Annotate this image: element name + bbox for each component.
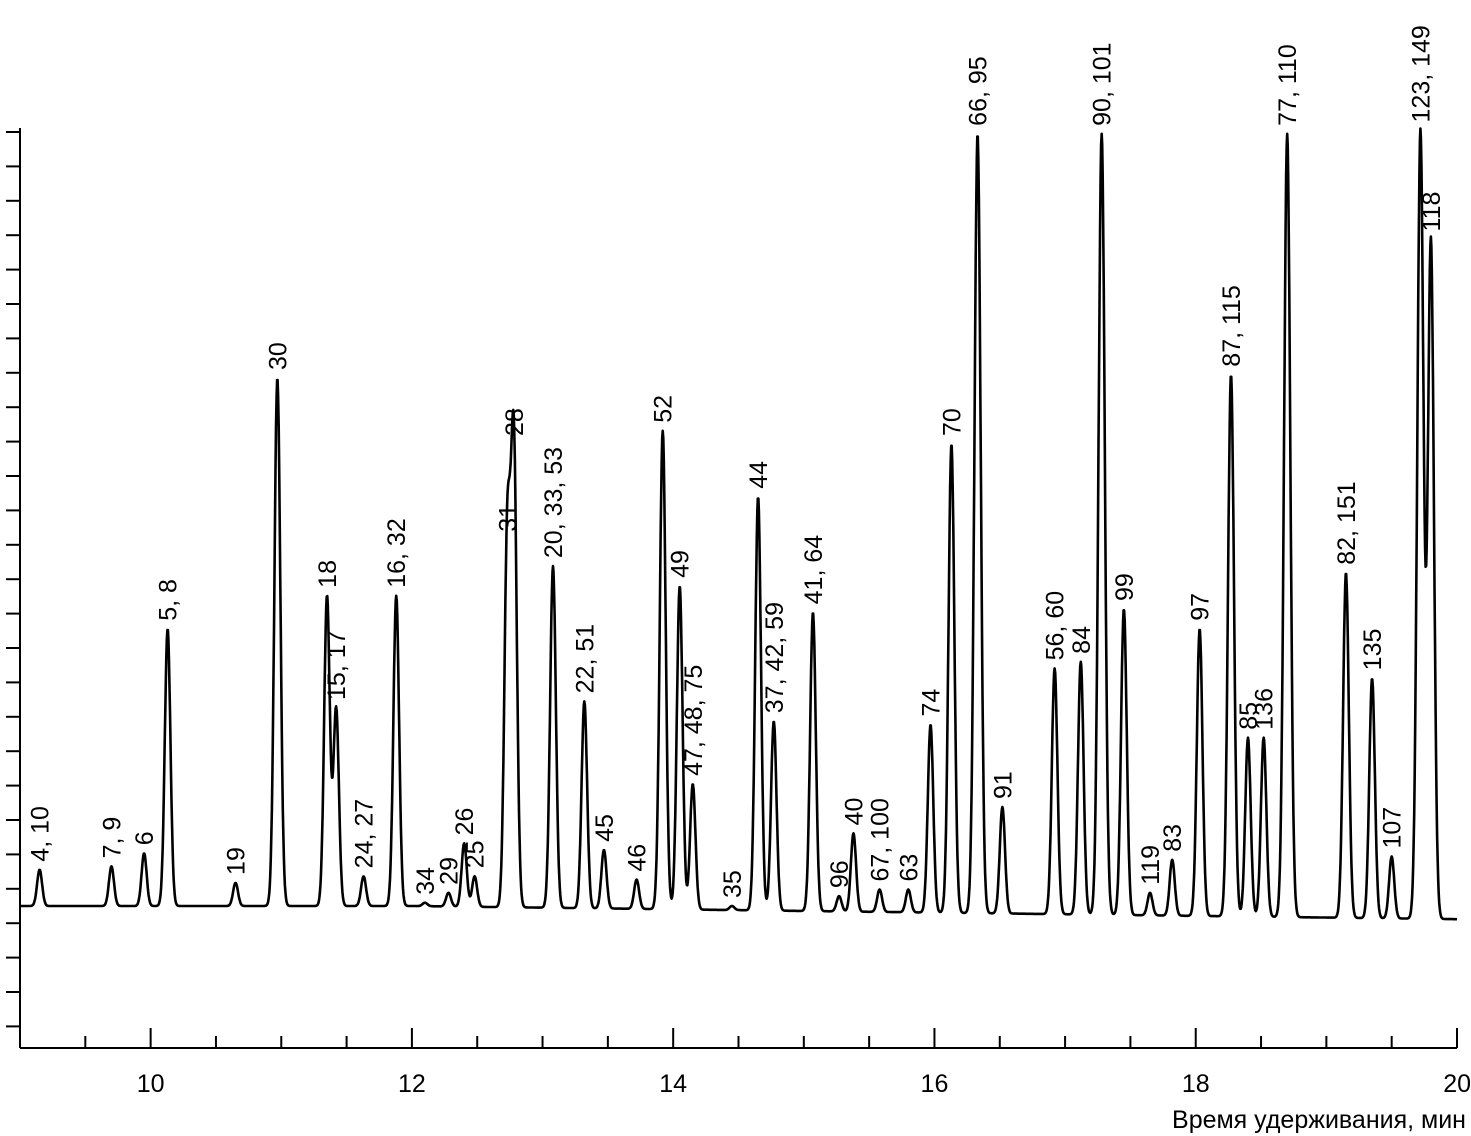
peak-label: 118 [1418, 192, 1446, 232]
peak-label: 34 [412, 867, 440, 895]
x-tick-label: 10 [137, 1070, 165, 1098]
peak-label: 7, 9 [98, 817, 126, 859]
chromatogram-trace [19, 127, 1458, 921]
peak-label: 135 [1359, 629, 1387, 671]
y-ticks [6, 131, 20, 1028]
peak-label: 66, 95 [965, 56, 993, 126]
peak-label: 96 [826, 860, 854, 888]
peak-label: 90, 101 [1089, 42, 1117, 125]
x-tick-label: 20 [1443, 1070, 1471, 1098]
peak-label: 40 [841, 798, 869, 826]
peak-label: 84 [1068, 626, 1096, 654]
peak-label: 47, 48, 75 [680, 665, 708, 776]
peak-label: 87, 115 [1218, 285, 1246, 367]
peak-label: 15, 17 [323, 630, 351, 700]
axes: 10 12 14 16 18 20 [6, 128, 1471, 1098]
peak-label: 37, 42, 59 [761, 602, 789, 713]
peak-labels: 4, 10 7, 9 6 5, 8 19 30 18 15, 17 24, 27 16, 32 34… [27, 25, 1446, 898]
peak-label: 35 [719, 870, 747, 898]
peak-label: 19 [223, 847, 251, 875]
peak-label: 6 [131, 831, 159, 845]
peak-label: 44 [745, 461, 773, 489]
x-tick-label: 16 [921, 1070, 949, 1098]
peak-label: 107 [1379, 807, 1407, 849]
peak-label: 45 [591, 814, 619, 842]
peak-label: 4, 10 [27, 806, 55, 862]
peak-label: 26 [451, 808, 479, 836]
peak-label: 41, 64 [800, 535, 828, 605]
x-tick-label: 12 [398, 1070, 426, 1098]
peak-label: 24, 27 [351, 799, 379, 869]
x-tick-label: 18 [1182, 1070, 1210, 1098]
peak-label: 18 [314, 560, 342, 588]
peak-label: 99 [1111, 573, 1139, 601]
peak-label: 63 [895, 854, 923, 882]
x-tick-label: 14 [659, 1070, 687, 1098]
peak-label: 52 [650, 395, 678, 423]
peak-label: 29 [436, 857, 464, 885]
peak-label: 56, 60 [1042, 591, 1070, 661]
peak-label: 67, 100 [867, 798, 895, 881]
peak-label: 119 [1137, 845, 1165, 885]
peak-label: 97 [1187, 593, 1215, 621]
peak-label: 16, 32 [383, 518, 411, 588]
x-tick-labels: 10 12 14 16 18 20 [137, 1070, 1471, 1098]
peak-label: 77, 110 [1274, 44, 1302, 126]
x-ticks [19, 1028, 1458, 1048]
peak-label: 30 [264, 342, 292, 370]
peak-label: 136 [1251, 688, 1279, 730]
peak-label: 31 [494, 504, 522, 532]
peak-label: 25 [462, 840, 490, 868]
x-axis-title: Время удерживания, мин [1172, 1106, 1466, 1134]
peak-label: 123, 149 [1407, 25, 1435, 122]
peak-label: 20, 33, 53 [540, 447, 568, 558]
peak-label: 82, 151 [1333, 481, 1361, 564]
peak-label: 46 [624, 844, 652, 872]
peak-label: 70 [938, 408, 966, 436]
peak-label: 22, 51 [571, 624, 599, 694]
peak-label: 74 [918, 689, 946, 717]
peak-label: 83 [1159, 824, 1187, 852]
peak-label: 28 [501, 408, 529, 436]
peak-label: 5, 8 [155, 579, 183, 621]
peak-label: 49 [667, 550, 695, 578]
peak-label: 85 [1235, 702, 1263, 730]
peak-label: 91 [989, 771, 1017, 799]
